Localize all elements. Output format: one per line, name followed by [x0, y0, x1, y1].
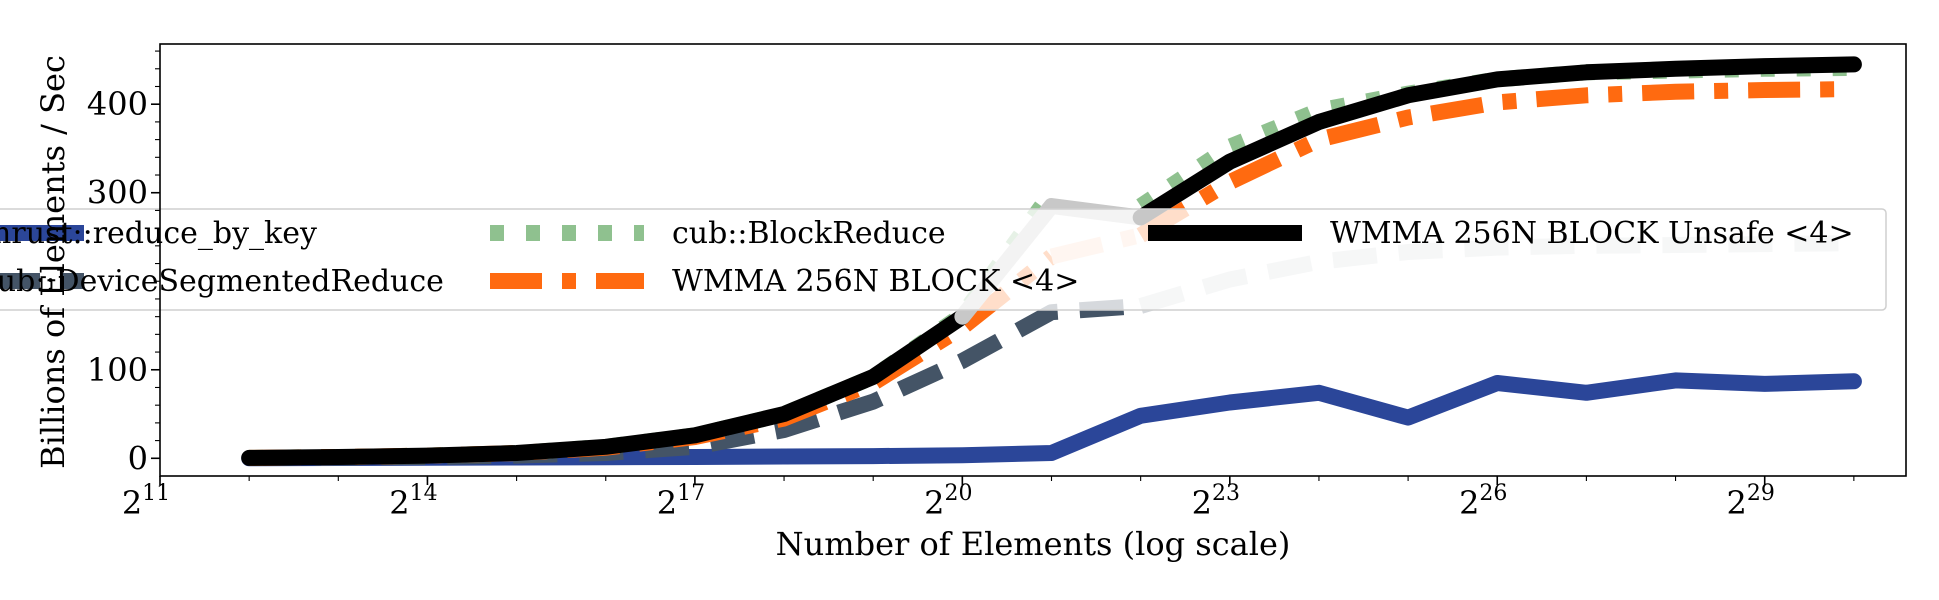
legend-item-2: cub::BlockReduce [490, 216, 946, 251]
legend-label: cub::DeviceSegmentedReduce [0, 264, 444, 299]
legend-item-4: WMMA 256N BLOCK Unsafe <4> [1148, 216, 1854, 251]
x-axis-label: Number of Elements (log scale) [776, 525, 1291, 563]
legend-item-3: WMMA 256N BLOCK <4> [490, 264, 1079, 299]
x-axis: 211 214 217 220 223 226 229 [122, 476, 1855, 522]
x-tick-label: 226 [1459, 481, 1507, 522]
y-tick-label: 0 [128, 439, 148, 477]
legend: thrust::reduce_by_keycub::DeviceSegmente… [0, 208, 1887, 311]
x-tick-label: 211 [122, 481, 170, 522]
x-tick-label: 214 [389, 481, 437, 522]
legend-label: WMMA 256N BLOCK Unsafe <4> [1330, 216, 1854, 251]
x-tick-label: 220 [924, 481, 972, 522]
legend-label: WMMA 256N BLOCK <4> [672, 264, 1079, 299]
y-tick-label: 300 [87, 174, 148, 212]
series-line-10 [1132, 56, 1862, 226]
legend-box [0, 208, 1887, 311]
legend-item-1: cub::DeviceSegmentedReduce [0, 264, 444, 299]
legend-label: cub::BlockReduce [672, 216, 946, 251]
y-tick-label: 400 [87, 85, 148, 123]
x-tick-label: 223 [1192, 481, 1240, 522]
x-tick-label: 217 [657, 481, 705, 522]
y-tick-label: 100 [87, 351, 148, 389]
series-line-8 [241, 308, 971, 466]
legend-item-0: thrust::reduce_by_key [0, 216, 317, 251]
y-axis-label: Billions of Elements / Sec [34, 55, 72, 469]
series-line-7 [1136, 81, 1854, 243]
x-tick-label: 229 [1727, 481, 1775, 522]
plot-frame [159, 43, 1907, 477]
y-axis: 0 100 300 400 [87, 50, 160, 477]
legend-label: thrust::reduce_by_key [0, 216, 317, 251]
series-line-4 [1136, 59, 1854, 213]
legend-items: thrust::reduce_by_keycub::DeviceSegmente… [0, 216, 1854, 299]
